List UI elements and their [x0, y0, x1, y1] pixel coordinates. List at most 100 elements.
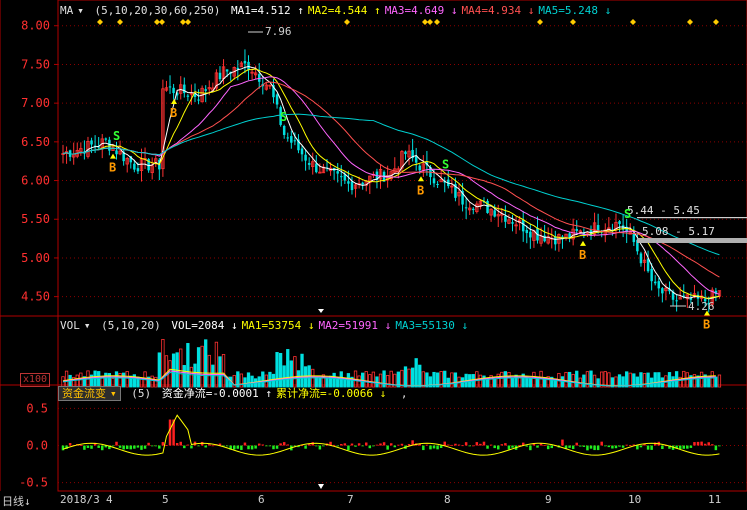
flow-bar	[671, 445, 675, 450]
flow-bar	[375, 444, 379, 446]
sell-signal: S	[280, 110, 287, 124]
candle	[714, 290, 718, 294]
candle	[671, 291, 675, 300]
volume-bar	[236, 371, 240, 388]
flow-bar	[439, 445, 443, 448]
flow-bar	[265, 445, 268, 447]
candle	[214, 72, 219, 89]
flow-bar	[282, 442, 286, 446]
flow-bar	[650, 445, 653, 450]
buy-arrow	[418, 176, 424, 182]
flow-bar	[668, 445, 671, 449]
candle	[642, 259, 647, 263]
candle	[653, 281, 657, 284]
flow-bar	[218, 443, 222, 446]
flow-bar	[204, 445, 207, 448]
flow-values: 资金净流=-0.0001 ↑ 累计净流=-0.0066 ↓	[162, 387, 390, 400]
volume-bar	[600, 371, 604, 388]
candle	[161, 88, 165, 170]
ma-dropdown-button[interactable]: MA ▾	[60, 4, 84, 17]
volume-bar	[289, 360, 293, 388]
flow-bar	[322, 445, 325, 447]
flow-bar	[664, 445, 668, 447]
candle	[568, 233, 571, 239]
candle	[489, 208, 493, 216]
candle	[150, 165, 154, 174]
flow-bar	[468, 445, 471, 447]
candle	[621, 225, 625, 230]
candle	[368, 175, 372, 184]
volume-bar	[450, 372, 454, 388]
flow-bar	[232, 445, 236, 450]
ma-value-3: MA3=4.649 ↓	[384, 4, 458, 17]
volume-bar	[207, 354, 211, 388]
volume-bar	[635, 376, 640, 388]
volume-bar	[97, 371, 101, 388]
candle	[689, 297, 693, 300]
flow-bar	[143, 445, 147, 449]
flow-bar	[90, 445, 93, 449]
vol-dropdown-button[interactable]: VOL ▾	[60, 319, 91, 332]
volume-bar	[582, 374, 586, 388]
flow-bar	[714, 445, 718, 451]
volume-bar	[410, 367, 415, 388]
flow-bar	[600, 441, 603, 446]
flow-bar	[158, 445, 161, 449]
candle	[286, 137, 290, 139]
candle	[183, 84, 186, 94]
candle	[353, 184, 358, 189]
flow-bar	[297, 445, 300, 448]
candle	[336, 171, 339, 174]
volume-bar	[717, 374, 722, 388]
flow-bar	[582, 445, 586, 447]
flow-bar	[561, 439, 564, 446]
volume-bar	[443, 370, 447, 388]
volume-bar	[154, 376, 158, 388]
flow-indicator-button[interactable]: 资金流变 ▾	[58, 386, 121, 401]
flow-bar	[211, 445, 215, 447]
flow-bar	[632, 444, 636, 446]
flow-bar	[689, 445, 693, 448]
price-legend: MA ▾ (5,10,20,30,60,250) MA1=4.512 ↑ MA2=4…	[60, 3, 619, 19]
volume-bar	[421, 371, 425, 388]
volume-bar	[161, 339, 165, 388]
sell-signal: S	[113, 129, 120, 143]
flow-bar	[518, 444, 521, 446]
flow-bar	[97, 445, 100, 448]
volume-bar	[657, 372, 661, 388]
low-label: 4.26	[688, 300, 715, 313]
flow-bar	[425, 444, 429, 446]
flow-bar	[675, 445, 678, 449]
flow-bar	[532, 442, 536, 446]
volume-bar	[189, 366, 194, 388]
flow-bar	[604, 445, 607, 447]
candle	[225, 69, 229, 72]
volume-bar	[325, 378, 329, 388]
flow-bar	[389, 443, 393, 446]
flow-bar	[261, 444, 265, 446]
candle	[685, 294, 689, 300]
candle	[514, 224, 518, 227]
flow-bar	[464, 442, 468, 446]
flow-bar	[125, 445, 129, 449]
flow-bar	[718, 445, 721, 447]
candle	[115, 150, 118, 155]
flow-bar	[347, 445, 350, 451]
volume-bar	[625, 371, 629, 388]
candle	[486, 200, 489, 213]
period-selector-button[interactable]: 日线↓	[2, 495, 31, 508]
volume-bar	[182, 365, 186, 388]
candle	[539, 236, 543, 244]
flow-bar	[479, 443, 482, 446]
flow-bar	[661, 445, 664, 450]
flow-bar	[536, 445, 539, 448]
signal-diamond	[713, 19, 719, 25]
volume-bar	[132, 374, 137, 388]
candle	[432, 178, 436, 184]
volume-bar	[364, 371, 368, 388]
volume-bar	[425, 372, 429, 388]
flow-bar	[422, 445, 425, 451]
candle	[290, 136, 293, 143]
candle	[133, 163, 136, 170]
